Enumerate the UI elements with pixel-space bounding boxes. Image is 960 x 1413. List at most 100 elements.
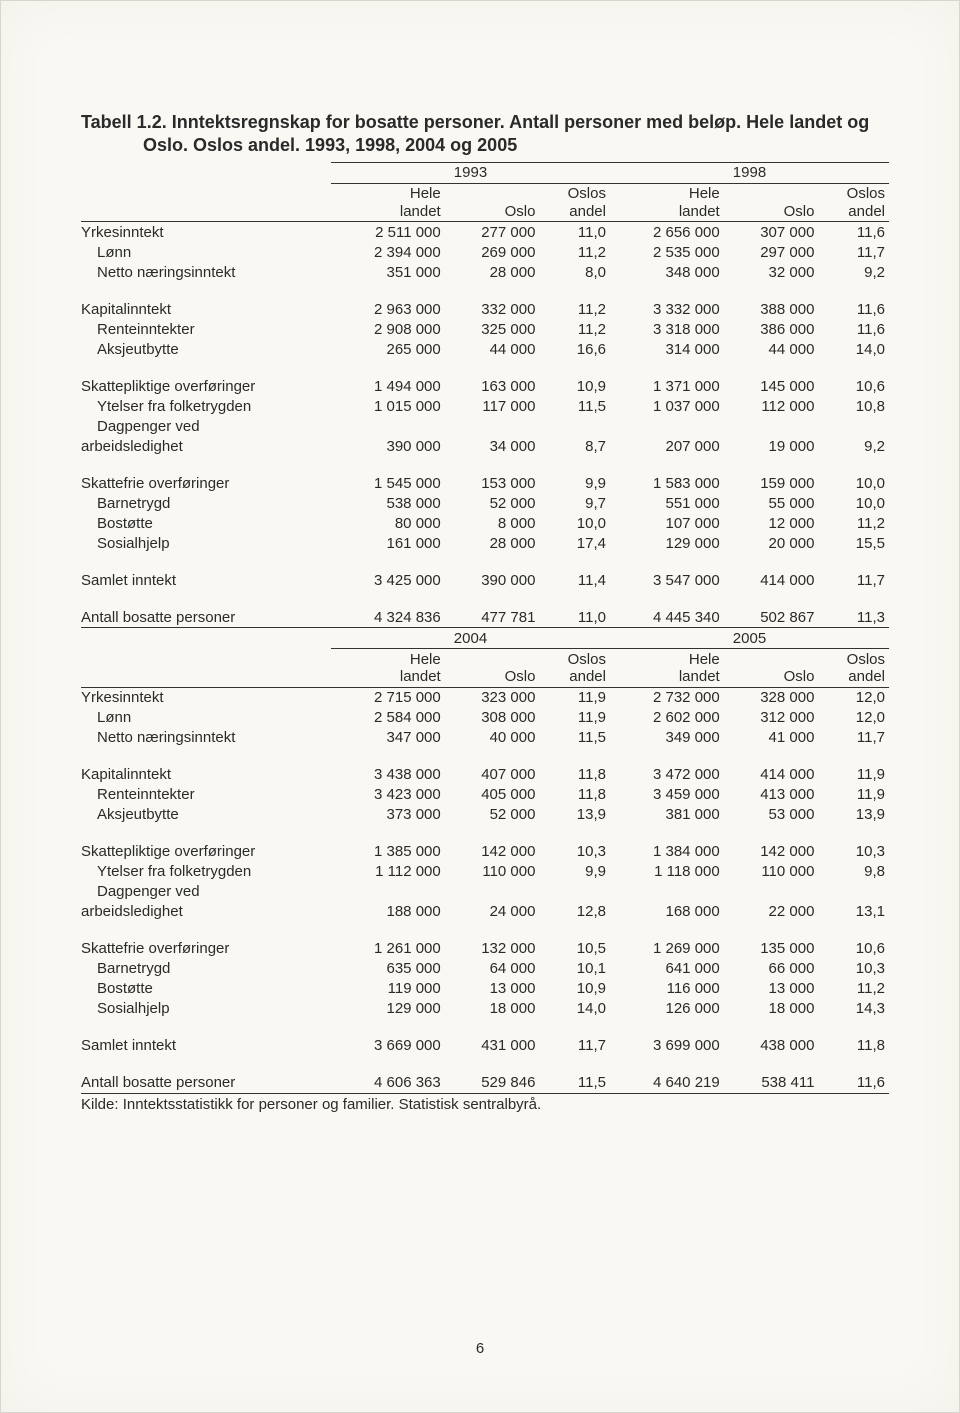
table-row: Barnetrygd538 00052 0009,7551 00055 0001…: [81, 493, 889, 513]
table-cell: 297 000: [724, 242, 819, 262]
table-cell: 10,8: [818, 396, 889, 416]
table-cell: 129 000: [610, 533, 724, 553]
table-cell: 11,6: [818, 299, 889, 319]
table-cell: 11,0: [539, 222, 610, 243]
table-cell: 2 656 000: [610, 222, 724, 243]
table-cell: 347 000: [331, 728, 445, 748]
table-row: Lønn2 394 000269 00011,22 535 000297 000…: [81, 242, 889, 262]
table-cell: 3 669 000: [331, 1036, 445, 1056]
table-cell: 3 459 000: [610, 785, 724, 805]
table-cell: 332 000: [445, 299, 540, 319]
row-label: Aksjeutbytte: [81, 339, 331, 359]
colhead-hele-landet: Helelandet: [610, 649, 724, 688]
table-cell: 2 394 000: [331, 242, 445, 262]
colhead-oslos-andel: Oslosandel: [539, 183, 610, 222]
table-cell: 3 423 000: [331, 785, 445, 805]
table-cell: 142 000: [724, 842, 819, 862]
row-label: Kapitalinntekt: [81, 765, 331, 785]
table-cell: 28 000: [445, 533, 540, 553]
table-gap: [81, 456, 889, 473]
table-cell: 477 781: [445, 607, 540, 628]
table-row: Yrkesinntekt2 715 000323 00011,92 732 00…: [81, 687, 889, 708]
table-cell: 4 445 340: [610, 607, 724, 628]
table-cell: 13,1: [818, 902, 889, 922]
table-cell: 11,8: [539, 785, 610, 805]
row-label: arbeidsledighet: [81, 436, 315, 456]
table-cell: 34 000: [445, 436, 540, 456]
table-cell: 145 000: [724, 376, 819, 396]
table-cell: 11,7: [818, 570, 889, 590]
table-cell: 11,6: [818, 1073, 889, 1094]
table-cell: 390 000: [331, 436, 445, 456]
source-note: Kilde: Inntektsstatistikk for personer o…: [81, 1096, 889, 1113]
table-row: Bostøtte80 0008 00010,0107 00012 00011,2: [81, 513, 889, 533]
table-cell: 119 000: [331, 979, 445, 999]
table-cell: 2 715 000: [331, 687, 445, 708]
row-label: Skattefrie overføringer: [81, 473, 331, 493]
table-cell: 11,7: [539, 1036, 610, 1056]
colhead-hele-landet: Helelandet: [331, 183, 445, 222]
table-row: Skattefrie overføringer1 261 000132 0001…: [81, 939, 889, 959]
table-cell: 2 584 000: [331, 708, 445, 728]
table-row: Aksjeutbytte265 00044 00016,6314 00044 0…: [81, 339, 889, 359]
table-cell: 308 000: [445, 708, 540, 728]
row-label: Kapitalinntekt: [81, 299, 331, 319]
table-cell: 438 000: [724, 1036, 819, 1056]
table-cell: 3 425 000: [331, 570, 445, 590]
table-cell: 2 602 000: [610, 708, 724, 728]
table-cell: 13 000: [445, 979, 540, 999]
colhead-oslos-andel: Oslosandel: [539, 649, 610, 688]
table-cell: 11,0: [539, 607, 610, 628]
table-cell: 14,0: [818, 339, 889, 359]
row-label: Antall bosatte personer: [81, 607, 331, 628]
table-cell: 44 000: [445, 339, 540, 359]
table-row: Aksjeutbytte373 00052 00013,9381 00053 0…: [81, 805, 889, 825]
table-row: Sosialhjelp161 00028 00017,4129 00020 00…: [81, 533, 889, 553]
table-cell: 10,3: [818, 842, 889, 862]
table-cell: 1 015 000: [331, 396, 445, 416]
table-cell: 10,0: [818, 473, 889, 493]
row-label: Aksjeutbytte: [81, 805, 331, 825]
table-cell: 55 000: [724, 493, 819, 513]
table-cell: 12,0: [818, 708, 889, 728]
row-label: Barnetrygd: [81, 959, 331, 979]
row-label: Skattefrie overføringer: [81, 939, 331, 959]
table-row: Barnetrygd635 00064 00010,1641 00066 000…: [81, 959, 889, 979]
table-cell: 2 963 000: [331, 299, 445, 319]
page-number: 6: [1, 1340, 959, 1357]
table-row: Renteinntekter2 908 000325 00011,23 318 …: [81, 319, 889, 339]
row-label: Samlet inntekt: [81, 570, 331, 590]
table-cell: 18 000: [445, 999, 540, 1019]
table-cell: 3 438 000: [331, 765, 445, 785]
table-cell: 1 385 000: [331, 842, 445, 862]
colhead-oslos-andel: Oslosandel: [818, 183, 889, 222]
table-cell: 1 037 000: [610, 396, 724, 416]
row-label: Netto næringsinntekt: [81, 262, 331, 282]
table-cell: 64 000: [445, 959, 540, 979]
table-cell: 14,0: [539, 999, 610, 1019]
table-cell: 117 000: [445, 396, 540, 416]
table-cell: 3 699 000: [610, 1036, 724, 1056]
table-cell: 13,9: [818, 805, 889, 825]
table-row: Antall bosatte personer4 606 363529 8461…: [81, 1073, 889, 1094]
table-row: arbeidsledighet188 00024 00012,8168 0002…: [81, 902, 889, 922]
row-label: Lønn: [81, 242, 331, 262]
table-cell: 1 583 000: [610, 473, 724, 493]
table-cell: 163 000: [445, 376, 540, 396]
table-gap: [81, 282, 889, 299]
table-cell: 1 269 000: [610, 939, 724, 959]
table-row: Yrkesinntekt2 511 000277 00011,02 656 00…: [81, 222, 889, 243]
table-cell: 8,7: [539, 436, 610, 456]
table-row: Skattefrie overføringer1 545 000153 0009…: [81, 473, 889, 493]
table-cell: 16,6: [539, 339, 610, 359]
table-row: Netto næringsinntekt351 00028 0008,0348 …: [81, 262, 889, 282]
row-label: arbeidsledighet: [81, 902, 315, 922]
title-line-2: Oslo. Oslos andel. 1993, 1998, 2004 og 2…: [81, 134, 889, 157]
table-cell: 3 472 000: [610, 765, 724, 785]
table-cell: 11,5: [539, 396, 610, 416]
table-cell: 11,6: [818, 319, 889, 339]
table-cell: 11,7: [818, 728, 889, 748]
year-header-row: 1993 1998: [81, 162, 889, 183]
table-cell: 265 000: [331, 339, 445, 359]
table-cell: 414 000: [724, 570, 819, 590]
